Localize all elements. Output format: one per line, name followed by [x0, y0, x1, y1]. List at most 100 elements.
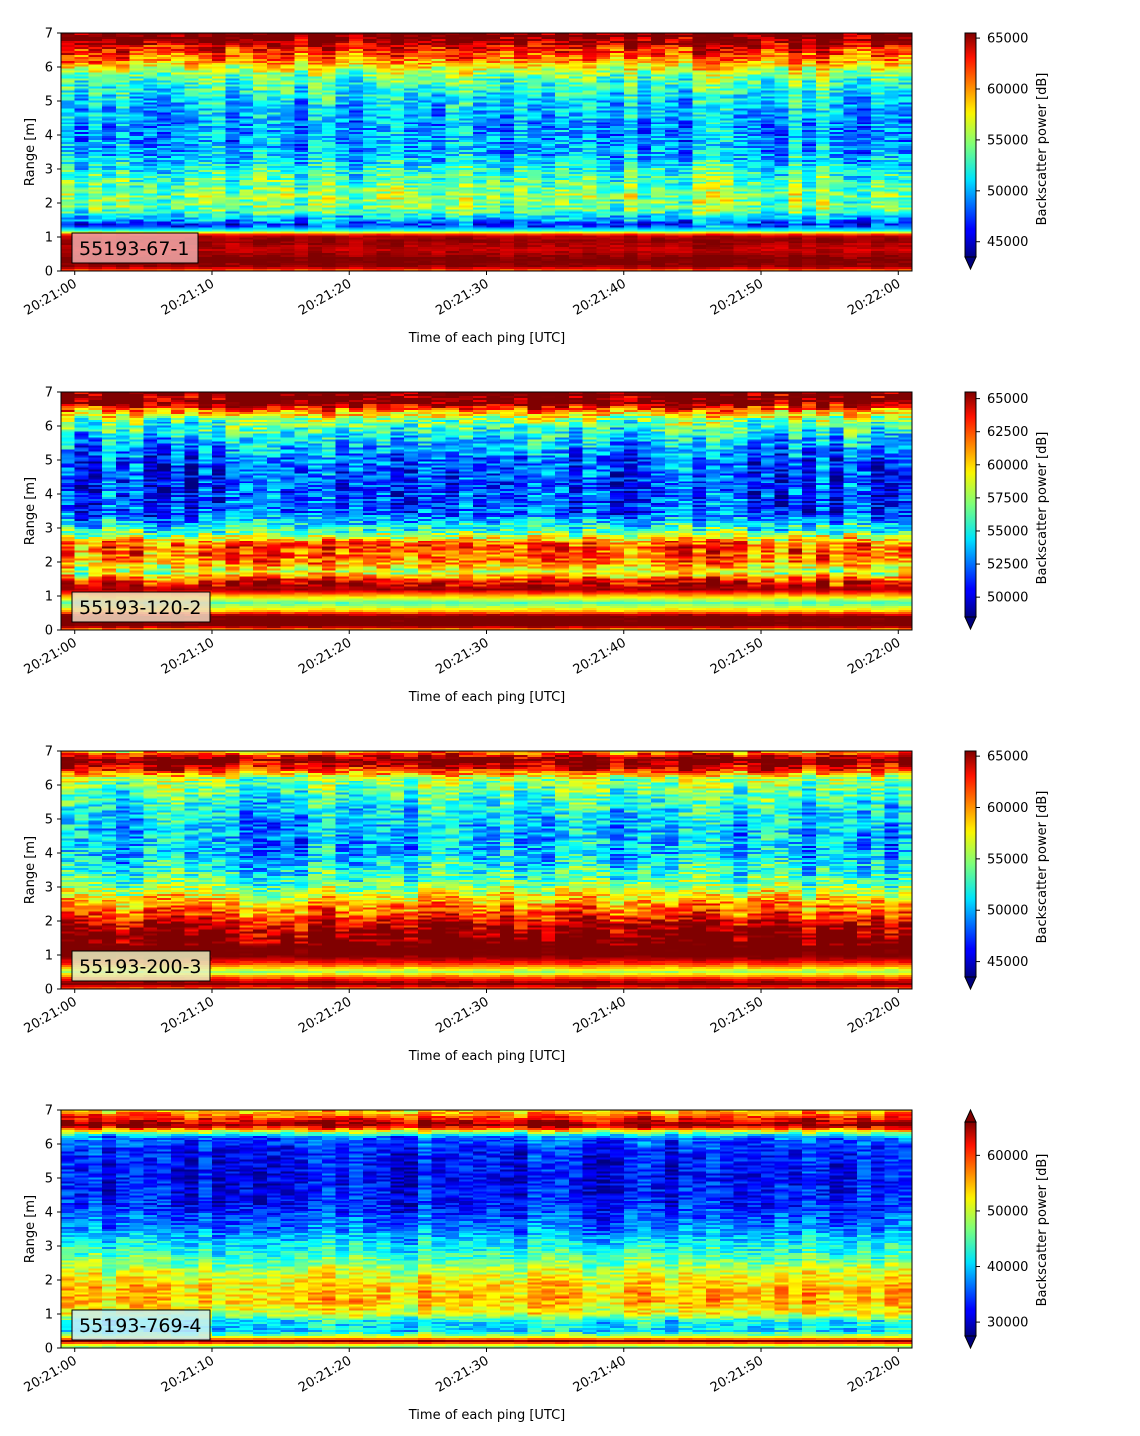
colorbar-min-extend: [964, 976, 977, 991]
colorbar-tick-label: 45000: [987, 955, 1028, 970]
heatmap-4: [61, 1110, 912, 1348]
y-tick-label: 2: [45, 556, 53, 571]
y-tick-label: 5: [45, 813, 53, 828]
x-tick-label: 20:21:10: [159, 635, 217, 677]
heatmap-1: [61, 33, 912, 271]
y-tick-label: 3: [45, 881, 53, 896]
colorbar-tick-label: 55000: [987, 852, 1028, 867]
x-tick-label: 20:21:00: [22, 635, 80, 677]
colorbar-3: 45000 50000 55000 60000 65000: [964, 750, 1028, 991]
x-tick-label: 20:21:10: [159, 276, 217, 318]
y-axis-1: 0 1 2 3 4 5 6 7: [45, 27, 61, 280]
colorbar-tick-label: 40000: [987, 1260, 1028, 1275]
panel-label-3: 55193-200-3: [79, 956, 202, 978]
colorbar-gradient: [964, 391, 977, 618]
colorbar-gradient: [964, 32, 977, 258]
y-tick-label: 6: [45, 1138, 53, 1153]
x-tick-label: 20:21:30: [433, 1353, 491, 1395]
y-tick-label: 0: [45, 983, 53, 998]
y-axis-label-1: Range [m]: [23, 118, 38, 186]
x-tick-label: 20:21:10: [159, 1353, 217, 1395]
colorbar-tick-label: 52500: [987, 558, 1028, 573]
x-tick-label: 20:21:00: [22, 994, 80, 1036]
colorbar-tick-label: 50000: [987, 184, 1028, 199]
colorbar-tick-label: 55000: [987, 133, 1028, 148]
x-tick-label: 20:22:00: [845, 1353, 903, 1395]
colorbar-tick-label: 57500: [987, 491, 1028, 506]
panel-label-2: 55193-120-2: [79, 597, 202, 619]
colorbar-label-3: Backscatter power [dB]: [1035, 791, 1050, 944]
y-tick-label: 6: [45, 420, 53, 435]
x-tick-label: 20:22:00: [845, 635, 903, 677]
y-tick-label: 0: [45, 265, 53, 280]
panel-1: 0 1 2 3 4 5 6 7 20:21:00 20:21:10 20:21:20 20:21:3…: [22, 27, 1050, 347]
colorbar-tick-label: 55000: [987, 524, 1028, 539]
colorbar-label-2: Backscatter power [dB]: [1035, 432, 1050, 585]
y-tick-label: 5: [45, 454, 53, 469]
colorbar-gradient: [964, 750, 977, 978]
y-tick-label: 2: [45, 915, 53, 930]
x-axis-2: 20:21:00 20:21:10 20:21:20 20:21:30 20:21:40…: [22, 630, 903, 678]
y-tick-label: 0: [45, 1342, 53, 1357]
colorbar-tick-label: 50000: [987, 1204, 1028, 1219]
y-axis-3: 0 1 2 3 4 5 6 7: [45, 745, 61, 998]
heatmap-2: [61, 392, 912, 630]
y-tick-label: 4: [45, 129, 53, 144]
y-tick-label: 7: [45, 386, 53, 401]
colorbar-tick-label: 30000: [987, 1316, 1028, 1331]
y-tick-label: 4: [45, 847, 53, 862]
panel-label-box-2: [71, 591, 211, 623]
colorbar-tick-label: 60000: [987, 83, 1028, 98]
heatmap-3: [61, 751, 912, 989]
colorbar-label-4: Backscatter power [dB]: [1035, 1154, 1050, 1307]
x-tick-label: 20:21:20: [296, 994, 354, 1036]
x-axis-4: 20:21:00 20:21:10 20:21:20 20:21:30 20:21:40…: [22, 1348, 903, 1396]
x-tick-label: 20:21:10: [159, 994, 217, 1036]
y-tick-label: 2: [45, 197, 53, 212]
y-axis-label-4: Range [m]: [23, 1195, 38, 1263]
colorbar-max-extend: [964, 1108, 977, 1123]
panel-4: 0 1 2 3 4 5 6 7 20:21:00 20:21:10 20:21:20 20:21:3…: [22, 1104, 1050, 1424]
panel-3: 0 1 2 3 4 5 6 7 20:21:00 20:21:10 20:21:20 20:21:3…: [22, 745, 1050, 1065]
y-tick-label: 1: [45, 231, 53, 246]
x-tick-label: 20:21:40: [571, 994, 629, 1036]
colorbar-tick-label: 60000: [987, 801, 1028, 816]
y-tick-label: 4: [45, 1206, 53, 1221]
y-tick-label: 2: [45, 1274, 53, 1289]
y-tick-label: 0: [45, 624, 53, 639]
x-tick-label: 20:21:50: [708, 276, 766, 318]
x-tick-label: 20:21:40: [571, 1353, 629, 1395]
x-tick-label: 20:22:00: [845, 276, 903, 318]
y-tick-label: 5: [45, 1172, 53, 1187]
colorbar-tick-label: 50000: [987, 904, 1028, 919]
panel-label-box-1: [71, 232, 199, 264]
y-axis-label-3: Range [m]: [23, 836, 38, 904]
y-tick-label: 6: [45, 779, 53, 794]
colorbar-gradient: [964, 1121, 977, 1337]
colorbar-tick-label: 65000: [987, 392, 1028, 407]
colorbar-min-extend: [964, 616, 977, 631]
y-tick-label: 5: [45, 95, 53, 110]
x-tick-label: 20:21:40: [571, 276, 629, 318]
x-axis-label-1: Time of each ping [UTC]: [408, 331, 566, 346]
colorbar-tick-label: 45000: [987, 235, 1028, 250]
x-tick-label: 20:21:30: [433, 276, 491, 318]
x-tick-label: 20:21:20: [296, 1353, 354, 1395]
x-tick-label: 20:21:20: [296, 635, 354, 677]
y-tick-label: 3: [45, 522, 53, 537]
panel-label-4: 55193-769-4: [79, 1315, 202, 1337]
colorbar-tick-label: 60000: [987, 458, 1028, 473]
x-tick-label: 20:22:00: [845, 994, 903, 1036]
colorbar-min-extend: [964, 256, 977, 271]
y-tick-label: 7: [45, 745, 53, 760]
colorbar-tick-label: 50000: [987, 591, 1028, 606]
x-tick-label: 20:21:50: [708, 1353, 766, 1395]
colorbar-tick-label: 62500: [987, 425, 1028, 440]
y-tick-label: 7: [45, 1104, 53, 1119]
x-tick-label: 20:21:50: [708, 994, 766, 1036]
x-tick-label: 20:21:30: [433, 994, 491, 1036]
y-tick-label: 1: [45, 1308, 53, 1323]
colorbar-tick-label: 65000: [987, 32, 1028, 47]
colorbar-tick-label: 60000: [987, 1149, 1028, 1164]
